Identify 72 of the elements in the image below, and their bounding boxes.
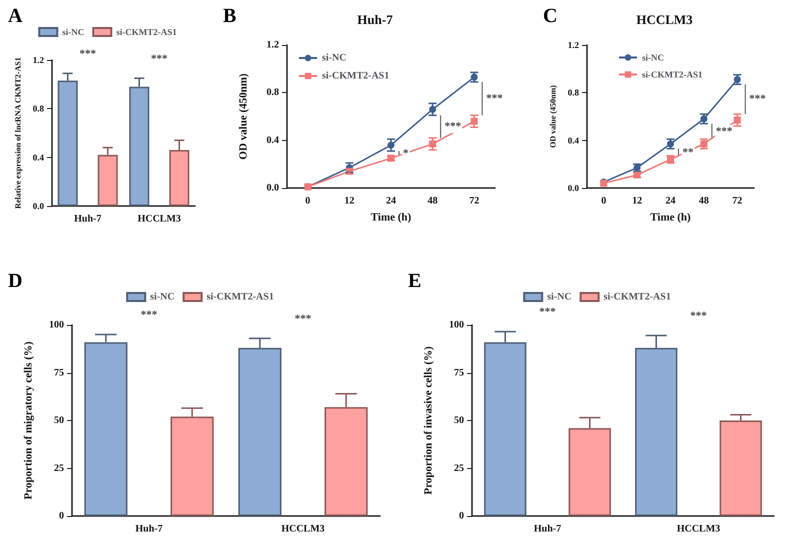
y-tick-label: 75	[454, 367, 464, 378]
x-axis-title: Time (h)	[650, 212, 692, 224]
legend-label: si-NC	[642, 52, 664, 62]
legend-label: si-CKMT2-AS1	[116, 27, 178, 37]
x-tick-label: 24	[666, 196, 676, 206]
x-tick-label: 0	[601, 196, 606, 206]
y-tick-label: 0.8	[266, 87, 279, 98]
y-tick-label: 1.2	[266, 40, 279, 50]
annotation: ***	[716, 125, 733, 138]
y-tick-label: 25	[54, 462, 64, 474]
text: C	[543, 5, 558, 27]
annotation: *	[403, 147, 409, 160]
y-tick-label: 1.2	[32, 55, 44, 65]
y-tick-label: 0.4	[32, 152, 44, 162]
y-tick-label: 0	[59, 510, 64, 522]
annotation: ***	[151, 52, 168, 65]
y-tick-label: 0.4	[266, 134, 279, 146]
x-tick-label: 72	[732, 196, 742, 206]
y-tick-label: 100	[49, 320, 64, 330]
y-tick-label: 0.8	[568, 88, 580, 98]
legend-label: si-CKMT2-AS1	[604, 292, 671, 302]
x-tick-label: 24	[386, 196, 396, 206]
legend-label: si-NC	[322, 52, 346, 64]
x-tick-label: Huh-7	[135, 524, 163, 534]
text: ***	[294, 312, 312, 325]
x-tick-label: Huh-7	[534, 524, 562, 534]
annotation: ***	[444, 120, 462, 133]
x-axis-title: Time (h)	[370, 212, 412, 224]
text: D	[8, 270, 22, 292]
y-tick-label: 1.2	[568, 40, 580, 50]
y-tick-label: 75	[54, 367, 64, 378]
y-axis-title: OD value (450nm)	[548, 84, 558, 148]
text: ***	[539, 306, 556, 318]
x-tick-label: 12	[344, 196, 354, 206]
x-tick-label: 48	[698, 196, 709, 206]
text: ***	[80, 48, 96, 60]
y-tick-label: 0.8	[32, 104, 44, 114]
y-axis-title: Proportion of migratory cells (%)	[22, 341, 34, 500]
annotation: **	[682, 146, 694, 158]
y-tick-label: 0.4	[568, 135, 580, 146]
legend-label: si-NC	[150, 292, 175, 302]
y-axis-title: Relative expression of lncRNA CKMT2-AS1	[13, 57, 22, 209]
y-tick-label: 0	[459, 510, 464, 522]
legend-label: si-CKMT2-AS1	[322, 70, 390, 82]
text: ***	[690, 310, 708, 322]
y-tick-label: 0.0	[32, 201, 44, 211]
x-tick-label: 72	[469, 196, 480, 206]
chart-title: HCCLM3	[636, 12, 694, 27]
annotation: ***	[749, 93, 766, 106]
chart-title: Huh-7	[357, 12, 394, 27]
annotation: ***	[486, 92, 504, 105]
text: E	[408, 270, 422, 292]
y-tick-label: 50	[454, 415, 464, 426]
y-tick-label: 0.0	[568, 183, 580, 193]
text: A	[8, 5, 23, 27]
y-tick-label: 100	[449, 320, 464, 330]
x-tick-label: 0	[305, 196, 310, 206]
x-tick-label: HCCLM3	[281, 524, 325, 534]
y-tick-label: 50	[54, 415, 64, 426]
y-axis-title: OD value (450nm)	[238, 73, 250, 160]
x-tick-label: 12	[632, 196, 642, 206]
y-tick-label: 0.0	[266, 182, 279, 194]
x-tick-label: HCCLM3	[676, 524, 720, 534]
y-axis-title: Proportion of invasive cells (%)	[422, 346, 434, 495]
text: B	[223, 5, 236, 27]
legend-label: si-NC	[62, 27, 84, 37]
legend-label: si-CKMT2-AS1	[642, 70, 703, 80]
y-tick-label: 25	[454, 462, 464, 474]
legend-label: si-CKMT2-AS1	[206, 292, 274, 302]
text: ***	[140, 309, 158, 322]
x-tick-label: 48	[428, 196, 438, 206]
legend-label: si-NC	[547, 292, 572, 302]
